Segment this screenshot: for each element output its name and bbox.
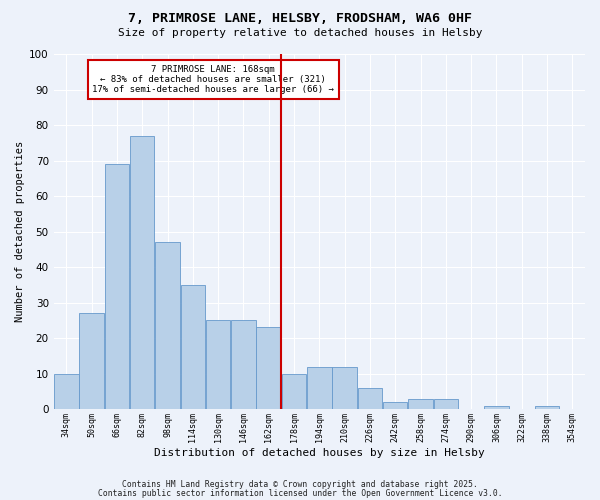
Bar: [104, 164, 129, 409]
Bar: [155, 242, 180, 409]
Bar: [484, 406, 509, 409]
Text: Size of property relative to detached houses in Helsby: Size of property relative to detached ho…: [118, 28, 482, 38]
Text: 7 PRIMROSE LANE: 168sqm
← 83% of detached houses are smaller (321)
17% of semi-d: 7 PRIMROSE LANE: 168sqm ← 83% of detache…: [92, 64, 334, 94]
Text: 7, PRIMROSE LANE, HELSBY, FRODSHAM, WA6 0HF: 7, PRIMROSE LANE, HELSBY, FRODSHAM, WA6 …: [128, 12, 472, 26]
Bar: [181, 285, 205, 409]
Bar: [231, 320, 256, 409]
Bar: [332, 366, 357, 409]
Bar: [79, 314, 104, 409]
Bar: [54, 374, 79, 409]
Bar: [307, 366, 332, 409]
Text: Contains HM Land Registry data © Crown copyright and database right 2025.: Contains HM Land Registry data © Crown c…: [122, 480, 478, 489]
Bar: [408, 398, 433, 409]
Bar: [535, 406, 559, 409]
Bar: [282, 374, 306, 409]
Bar: [434, 398, 458, 409]
Bar: [383, 402, 407, 409]
Text: Contains public sector information licensed under the Open Government Licence v3: Contains public sector information licen…: [98, 488, 502, 498]
Bar: [206, 320, 230, 409]
Y-axis label: Number of detached properties: Number of detached properties: [15, 141, 25, 322]
Bar: [358, 388, 382, 409]
X-axis label: Distribution of detached houses by size in Helsby: Distribution of detached houses by size …: [154, 448, 485, 458]
Bar: [256, 328, 281, 409]
Bar: [130, 136, 154, 409]
